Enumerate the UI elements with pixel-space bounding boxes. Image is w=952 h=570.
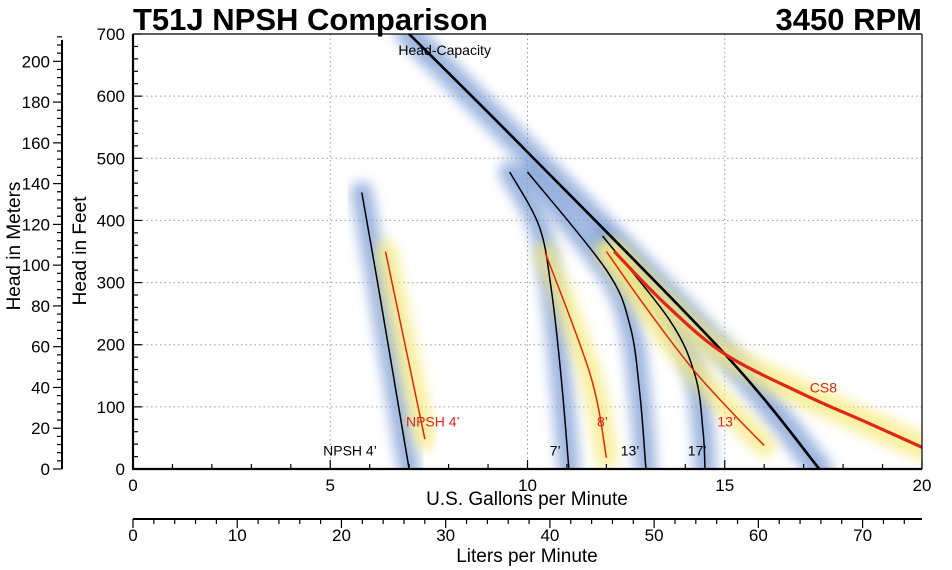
secondary-y-tick-label: 140 — [22, 175, 50, 194]
y-tick-label: 100 — [97, 398, 125, 417]
y-tick-label: 200 — [97, 336, 125, 355]
series-label: NPSH 4’ — [406, 414, 460, 430]
series-label: 7’ — [550, 442, 561, 458]
grid — [133, 34, 922, 469]
series-label: NPSH 4’ — [323, 442, 377, 458]
series-line — [613, 250, 922, 449]
series-line — [605, 251, 765, 446]
x-tick-label: 10 — [518, 476, 537, 495]
series-line — [408, 34, 821, 469]
series-label: 8’ — [597, 414, 608, 430]
secondary-y-tick-label: 80 — [31, 297, 50, 316]
series-label: 13’ — [621, 442, 640, 458]
series-line — [384, 251, 426, 440]
series-label: 17’ — [688, 442, 707, 458]
series-line — [526, 171, 647, 469]
series-label: Head-Capacity — [398, 42, 491, 58]
x-tick-label: 20 — [913, 476, 932, 495]
x-tick-label: 15 — [715, 476, 734, 495]
x-axis-label: U.S. Gallons per Minute — [426, 489, 628, 510]
chart-title: T51J NPSH Comparison — [133, 2, 488, 37]
secondary-y-tick-label: 160 — [22, 134, 50, 153]
series-glow-layer — [350, 34, 922, 469]
y-axis-label: Head in Feet — [70, 196, 91, 306]
y-tick-label: 0 — [116, 460, 125, 479]
secondary-y-tick-label: 40 — [31, 378, 50, 397]
secondary-y-tick-label: 20 — [31, 419, 50, 438]
series-line — [509, 171, 570, 469]
series-line-layer — [361, 34, 922, 469]
chart-subtitle: 3450 RPM — [776, 2, 922, 37]
y-tick-label: 500 — [97, 149, 125, 168]
secondary-x-tick-label: 50 — [645, 526, 664, 545]
secondary-y-tick-label: 200 — [22, 52, 50, 71]
secondary-x-tick-label: 30 — [436, 526, 455, 545]
series-line — [544, 252, 608, 458]
x-tick-label: 5 — [326, 476, 335, 495]
secondary-x-tick-label: 0 — [128, 526, 137, 545]
secondary-y-tick-label: 120 — [22, 215, 50, 234]
series-line — [601, 235, 706, 469]
series-label: CS8 — [810, 380, 837, 396]
series-label: 13’ — [717, 414, 736, 430]
y-tick-label: 600 — [97, 87, 125, 106]
secondary-x-tick-label: 70 — [853, 526, 872, 545]
secondary-x-tick-label: 40 — [540, 526, 559, 545]
series-labels: Head-Capacity NPSH 4’ 7’ 13’ 17’ NPSH 4’ 8’ 13’… — [323, 42, 837, 458]
secondary-x-tick-label: 20 — [332, 526, 351, 545]
secondary-y-tick-label: 0 — [41, 460, 50, 479]
x-tick-label: 0 — [128, 476, 137, 495]
y-tick-label: 300 — [97, 274, 125, 293]
secondary-x-tick-label: 10 — [228, 526, 247, 545]
secondary-y-axis-label: Head in Meters — [4, 182, 25, 311]
secondary-y-tick-label: 180 — [22, 93, 50, 112]
y-tick-label: 400 — [97, 211, 125, 230]
secondary-x-tick-label: 60 — [749, 526, 768, 545]
y-tick-label: 700 — [97, 25, 125, 44]
secondary-y-tick-label: 100 — [22, 256, 50, 275]
secondary-y-tick-label: 60 — [31, 338, 50, 357]
secondary-x-axis-label: Liters per Minute — [456, 546, 598, 567]
series-line — [361, 192, 410, 469]
